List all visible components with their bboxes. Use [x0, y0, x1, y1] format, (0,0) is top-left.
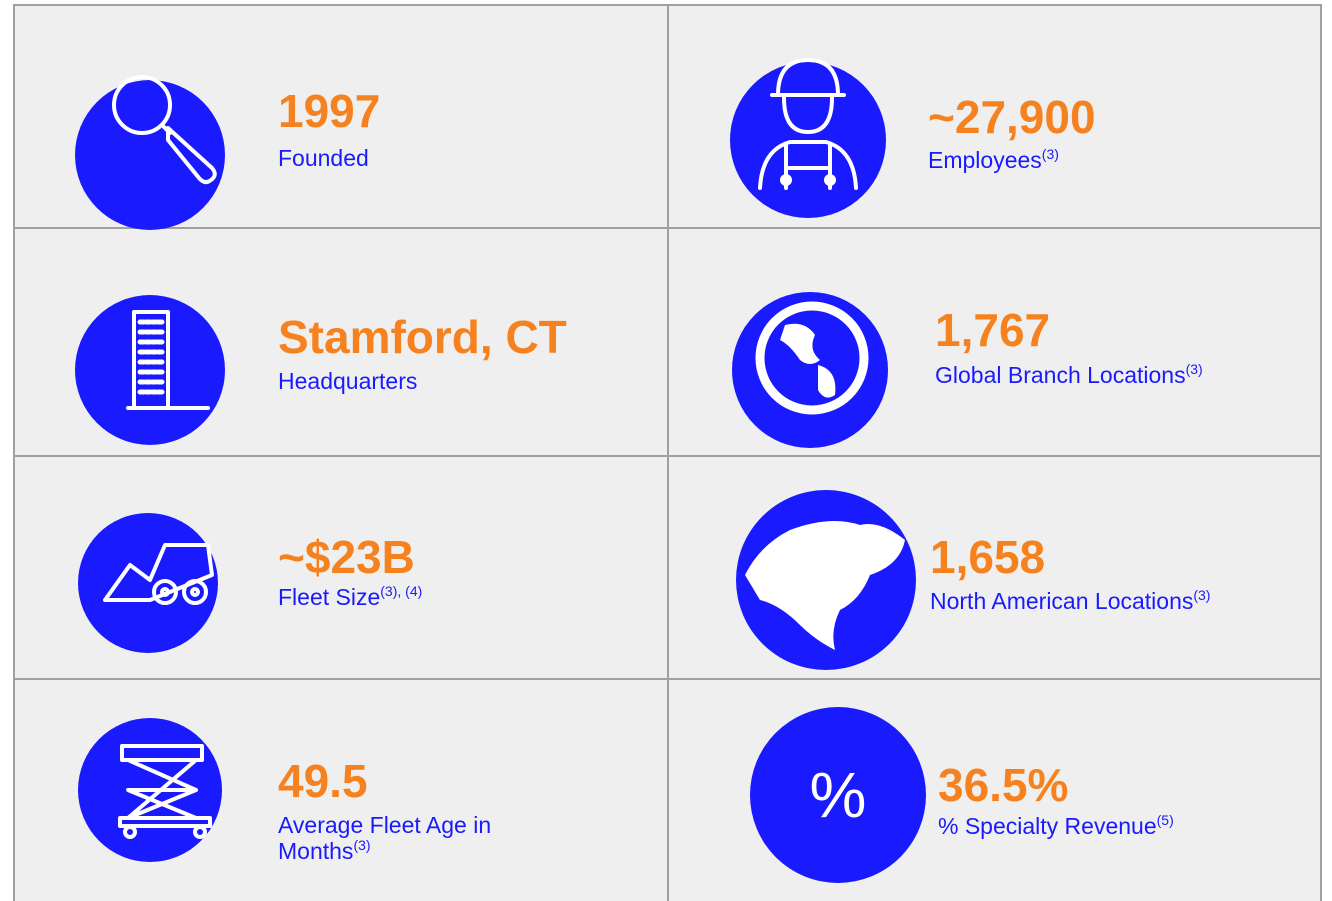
footnote: (3): [1193, 587, 1211, 603]
footnote: (5): [1156, 812, 1174, 828]
stat-label: Global Branch Locations(3): [935, 362, 1203, 388]
label-text: Employees: [928, 147, 1042, 173]
stat-label: Employees(3): [928, 147, 1059, 173]
stat-label: North American Locations(3): [930, 588, 1210, 614]
stat-value: 1997: [278, 85, 381, 137]
label-text: North American Locations: [930, 588, 1194, 614]
stat-label: Headquarters: [278, 368, 417, 394]
label-text: % Specialty Revenue: [938, 813, 1157, 839]
icon-circle: [78, 513, 218, 653]
stat-value: Stamford, CT: [278, 311, 567, 363]
stat-value: 49.5: [278, 755, 368, 807]
label-text: Global Branch Locations: [935, 362, 1186, 388]
label-text: Headquarters: [278, 368, 418, 394]
stat-label: Fleet Size(3), (4): [278, 584, 422, 610]
label-text: Fleet Size: [278, 584, 381, 610]
stat-value: 1,658: [930, 531, 1046, 583]
icon-circle: [750, 707, 926, 883]
map-icon: [745, 521, 905, 650]
footnote: (3): [1041, 146, 1059, 162]
label-text: Average Fleet Age in Months: [278, 812, 492, 864]
stat-value: ~$23B: [278, 531, 415, 583]
stat-value: ~27,900: [928, 91, 1096, 143]
lift-icon: [118, 744, 212, 839]
stat-value: 1,767: [935, 304, 1051, 356]
footnote: (3): [353, 837, 371, 853]
column-divider: [667, 4, 669, 901]
footnote: (3), (4): [380, 583, 423, 599]
icon-circle: [75, 80, 225, 230]
stat-label: Founded: [278, 145, 369, 171]
stat-label: Average Fleet Age in Months(3): [278, 812, 568, 864]
worker-icon: [758, 58, 858, 190]
globe-icon: [755, 301, 869, 415]
magnifier-icon: [112, 75, 217, 185]
building-icon: [126, 310, 210, 410]
footnote: (3): [1185, 361, 1203, 377]
icon-text: %: [810, 759, 867, 831]
stat-label: % Specialty Revenue(5): [938, 813, 1174, 839]
stat-value: 36.5%: [938, 759, 1069, 811]
loader-icon: [103, 543, 214, 605]
label-text: Founded: [278, 145, 369, 171]
